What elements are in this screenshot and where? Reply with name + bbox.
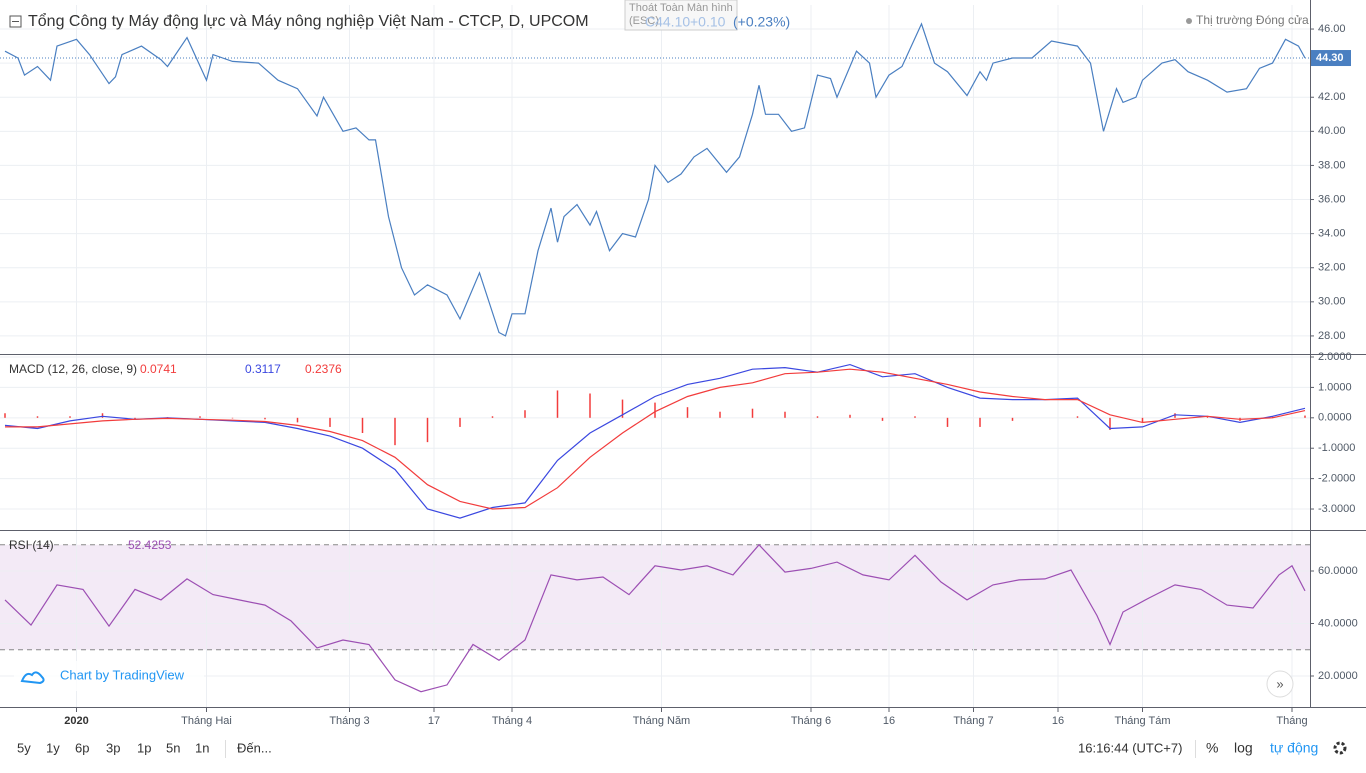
y-tick-label: 20.0000 bbox=[1318, 670, 1358, 682]
x-tick-label: Tháng 6 bbox=[791, 715, 831, 727]
close-value: C44.10 bbox=[645, 14, 690, 30]
y-tick-label: 2.0000 bbox=[1318, 351, 1352, 363]
legend-value: 0.0741 bbox=[140, 362, 177, 376]
y-tick-label: -3.0000 bbox=[1318, 503, 1355, 515]
x-tick-label: 17 bbox=[428, 715, 440, 727]
auto-toggle[interactable]: tự động bbox=[1270, 740, 1318, 756]
panes: 28.00 30.00 32.00 34.00 36.00 38.00 40.00 42.00… bbox=[0, 5, 1358, 727]
tooltip-text: Thoát Toàn Màn hình bbox=[629, 2, 733, 14]
scroll-button[interactable] bbox=[1266, 670, 1294, 698]
legend-value: 52.4253 bbox=[128, 538, 172, 552]
period-button[interactable]: 3p bbox=[106, 740, 120, 755]
settings-icon[interactable] bbox=[1333, 741, 1347, 755]
x-tick-label: Tháng bbox=[1276, 715, 1307, 727]
legend-value: 0.3117 bbox=[245, 362, 281, 376]
x-tick-label: Tháng Hai bbox=[181, 715, 232, 727]
x-tick-label: 16 bbox=[883, 715, 895, 727]
period-button[interactable]: 5n bbox=[166, 740, 180, 755]
x-tick-label: Tháng Năm bbox=[633, 715, 690, 727]
y-tick-label: 30.00 bbox=[1318, 296, 1346, 308]
y-tick-label: 38.00 bbox=[1318, 159, 1346, 171]
percent-toggle[interactable]: % bbox=[1206, 740, 1218, 756]
last-price-label: 44.30 bbox=[1316, 52, 1344, 64]
pane-title: MACD (12, 26, close, 9) bbox=[9, 362, 137, 376]
chart-title: Tổng Công ty Máy động lực và Máy nông ng… bbox=[28, 12, 589, 30]
tooltip bbox=[624, 0, 738, 31]
y-tick-label: 28.00 bbox=[1318, 330, 1346, 342]
goto-date[interactable]: Đến... bbox=[237, 740, 272, 755]
branding-logo bbox=[20, 671, 45, 685]
period-button[interactable]: 1n bbox=[195, 740, 209, 755]
y-tick-label: 40.00 bbox=[1318, 125, 1346, 137]
market-status: Thị trường Đóng cửa bbox=[1196, 13, 1309, 27]
y-tick-label: 34.00 bbox=[1318, 228, 1346, 240]
change-percent: (+0.23%) bbox=[733, 14, 790, 30]
y-tick-label: 1.0000 bbox=[1318, 381, 1352, 393]
x-tick-label: Tháng 3 bbox=[329, 715, 369, 727]
market-dot bbox=[1186, 18, 1192, 24]
y-tick-label: 40.0000 bbox=[1318, 617, 1358, 629]
bottom-toolbar bbox=[0, 734, 1366, 768]
rsi-line bbox=[4, 543, 1306, 693]
clock: 16:16:44 (UTC+7) bbox=[1078, 740, 1182, 755]
pane-title: RSI (14) bbox=[9, 538, 54, 552]
branding[interactable]: Chart by TradingView bbox=[60, 667, 185, 682]
rsi-band bbox=[0, 544, 1310, 650]
period-button[interactable]: 6p bbox=[75, 740, 89, 755]
scroll-icon: » bbox=[1276, 676, 1283, 691]
x-tick-label: Tháng 7 bbox=[953, 715, 993, 727]
log-toggle[interactable]: log bbox=[1234, 740, 1253, 756]
change-value: +0.10 bbox=[690, 14, 726, 30]
x-tick-label: Tháng 4 bbox=[492, 715, 532, 727]
y-tick-label: 36.00 bbox=[1318, 193, 1346, 205]
x-tick-label: 16 bbox=[1052, 715, 1064, 727]
tooltip-text: (ESC) bbox=[629, 15, 659, 27]
price-line bbox=[4, 22, 1306, 337]
x-tick-label: Tháng Tám bbox=[1114, 715, 1170, 727]
y-tick-label: -2.0000 bbox=[1318, 473, 1355, 485]
signal-line bbox=[5, 368, 1306, 510]
period-button[interactable]: 5y bbox=[17, 740, 31, 755]
y-tick-label: 46.00 bbox=[1318, 23, 1346, 35]
period-buttons: 5y 1y 6p 3p 1p 5n 1n bbox=[17, 740, 209, 755]
y-tick-label: -1.0000 bbox=[1318, 442, 1355, 454]
branding-box[interactable] bbox=[14, 661, 204, 691]
y-tick-label: 0.0000 bbox=[1318, 412, 1352, 424]
y-tick-label: 60.0000 bbox=[1318, 565, 1358, 577]
y-tick-label: 32.00 bbox=[1318, 262, 1346, 274]
y-tick-label: 42.00 bbox=[1318, 91, 1346, 103]
x-tick-label: 2020 bbox=[64, 715, 88, 727]
period-button[interactable]: 1y bbox=[46, 740, 60, 755]
legend-value: 0.2376 bbox=[305, 362, 342, 376]
period-button[interactable]: 1p bbox=[137, 740, 151, 755]
collapse-icon[interactable] bbox=[9, 15, 22, 28]
last-price-box bbox=[1311, 50, 1351, 67]
